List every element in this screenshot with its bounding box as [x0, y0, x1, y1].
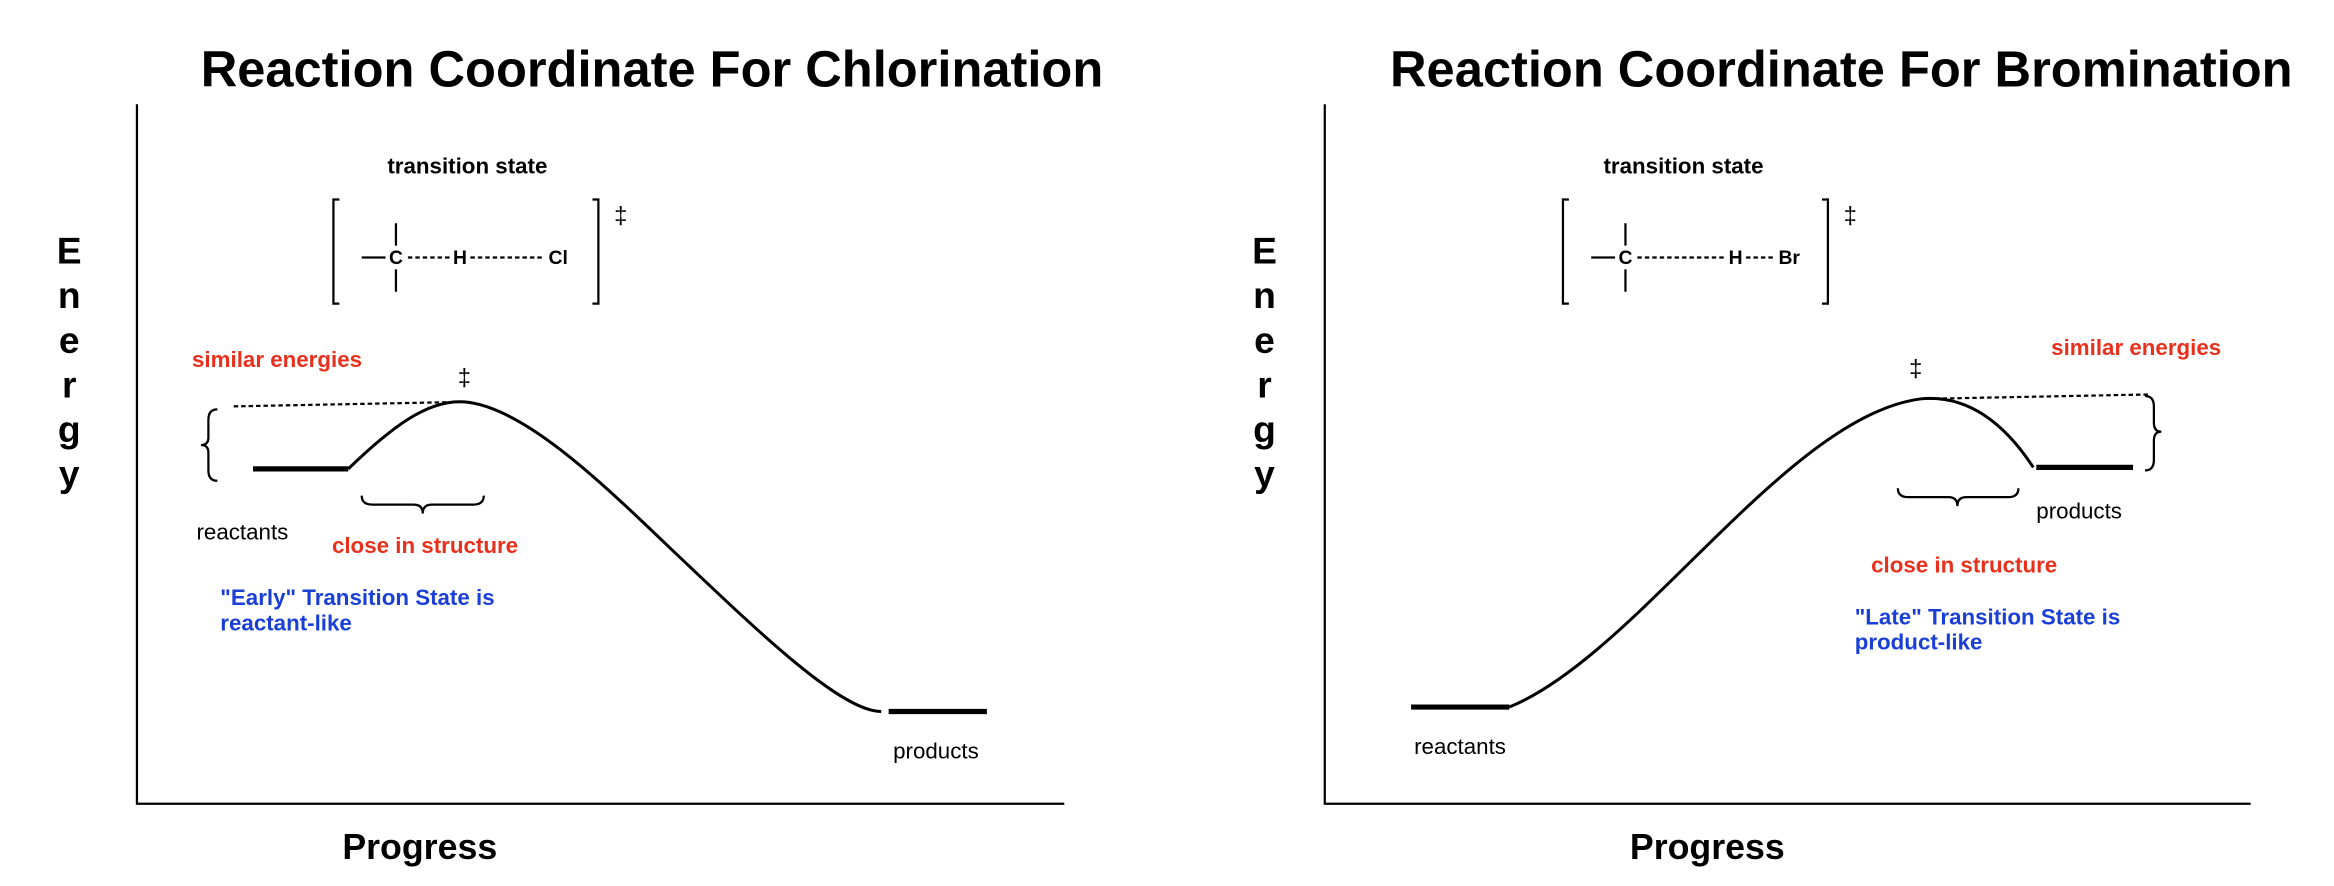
- annotation: close in structure: [1871, 552, 2058, 579]
- y-axis-label: Energy: [48, 230, 91, 499]
- energy-levels: [253, 466, 987, 715]
- axes: [1323, 104, 2251, 805]
- energy-curve: [1508, 396, 2035, 709]
- brace: [200, 408, 218, 482]
- brace: [1896, 488, 2020, 507]
- y-axis-label: Energy: [1243, 230, 1286, 499]
- atom: C: [387, 246, 405, 269]
- note: "Early" Transition State is: [220, 585, 495, 612]
- energy-levels: [1411, 464, 2134, 710]
- ts-label: transition state: [1603, 154, 1764, 180]
- atom: C: [1616, 246, 1634, 269]
- right-panel: [1323, 104, 2251, 805]
- x-axis-label: Progress: [342, 827, 498, 868]
- brace: [2144, 394, 2162, 472]
- annotation: similar energies: [2051, 335, 2222, 361]
- dagger: ‡: [457, 366, 472, 392]
- level-label: products: [893, 739, 979, 765]
- dagger: ‡: [614, 203, 628, 230]
- axes: [135, 104, 1065, 805]
- level-label: products: [2036, 499, 2122, 525]
- note: "Late" Transition State is: [1854, 605, 2121, 631]
- bonds: [1591, 223, 1627, 292]
- atom: Br: [1776, 246, 1802, 269]
- annotation: close in structure: [331, 533, 519, 559]
- dagger: ‡: [1909, 357, 1923, 383]
- brace: [360, 495, 485, 514]
- level-label: reactants: [196, 520, 289, 546]
- panel-title: Reaction Coordinate For Chlorination: [200, 41, 1104, 99]
- bonds: [361, 223, 398, 292]
- brackets: [332, 198, 600, 305]
- ts-label: transition state: [387, 154, 548, 180]
- dagger: ‡: [1843, 203, 1857, 230]
- x-axis-label: Progress: [1629, 827, 1785, 868]
- atom: Cl: [547, 246, 570, 269]
- dotted-line: [1920, 393, 2150, 401]
- panel-title: Reaction Coordinate For Bromination: [1390, 41, 2293, 99]
- brackets: [1561, 198, 1830, 305]
- dotted-line: [233, 400, 465, 408]
- note: product-like: [1854, 630, 1983, 656]
- left-panel: [135, 104, 1065, 805]
- energy-curve: [347, 400, 882, 714]
- level-label: reactants: [1414, 734, 1506, 760]
- atom: H: [1727, 246, 1745, 269]
- note: reactant-like: [220, 611, 352, 637]
- atom: H: [451, 246, 469, 269]
- annotation: similar energies: [192, 347, 363, 373]
